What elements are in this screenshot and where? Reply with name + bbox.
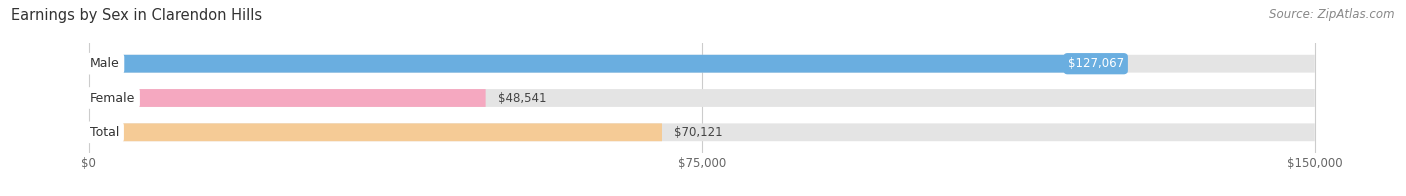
Text: Source: ZipAtlas.com: Source: ZipAtlas.com <box>1270 8 1395 21</box>
Text: Female: Female <box>90 92 135 104</box>
Text: Earnings by Sex in Clarendon Hills: Earnings by Sex in Clarendon Hills <box>11 8 263 23</box>
Text: $48,541: $48,541 <box>498 92 547 104</box>
FancyBboxPatch shape <box>89 89 1315 107</box>
Text: $127,067: $127,067 <box>1067 57 1123 70</box>
FancyBboxPatch shape <box>89 123 1315 141</box>
FancyBboxPatch shape <box>89 89 485 107</box>
Text: $70,121: $70,121 <box>675 126 723 139</box>
FancyBboxPatch shape <box>89 55 1128 73</box>
Text: Total: Total <box>90 126 120 139</box>
FancyBboxPatch shape <box>89 123 662 141</box>
FancyBboxPatch shape <box>89 55 1315 73</box>
Text: Male: Male <box>90 57 120 70</box>
